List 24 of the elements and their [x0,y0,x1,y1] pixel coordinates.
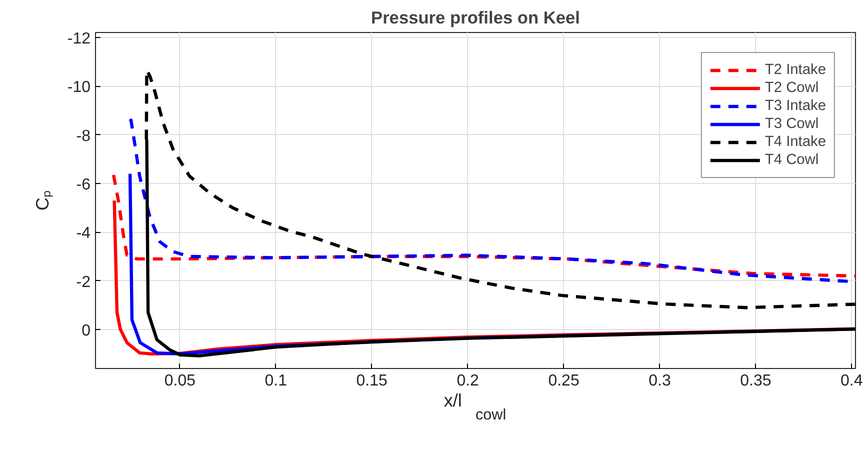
legend-label: T4 Cowl [764,151,819,169]
chart-title: Pressure profiles on Keel [371,8,580,28]
x-tick-label: 0.25 [548,372,580,390]
x-tick-label: 0.15 [356,372,388,390]
legend-label: T2 Intake [764,61,826,79]
x-tick-label: 0.1 [264,372,288,390]
legend-label: T3 Intake [764,97,826,115]
x-tick-label: 0.4 [840,372,863,390]
y-tick-label: -6 [76,176,91,194]
legend-label: T4 Intake [764,133,826,151]
legend-label: T2 Cowl [764,79,819,97]
legend-label: T3 Cowl [764,115,819,133]
y-tick-label: -2 [76,274,91,291]
x-tick-label: 0.05 [164,372,196,390]
x-tick-label: 0.3 [648,372,671,390]
y-tick-label: -8 [76,128,91,145]
x-tick-label: 0.2 [456,372,480,390]
x-axis-title: x/lcowl [444,390,506,424]
y-axis-title: Cₚ [32,190,54,210]
y-tick-label: -4 [76,225,91,242]
y-tick-label: -10 [67,79,91,96]
x-tick-label: 0.35 [740,372,772,390]
y-tick-label: 0 [82,322,91,340]
y-tick-label: -12 [67,30,91,48]
